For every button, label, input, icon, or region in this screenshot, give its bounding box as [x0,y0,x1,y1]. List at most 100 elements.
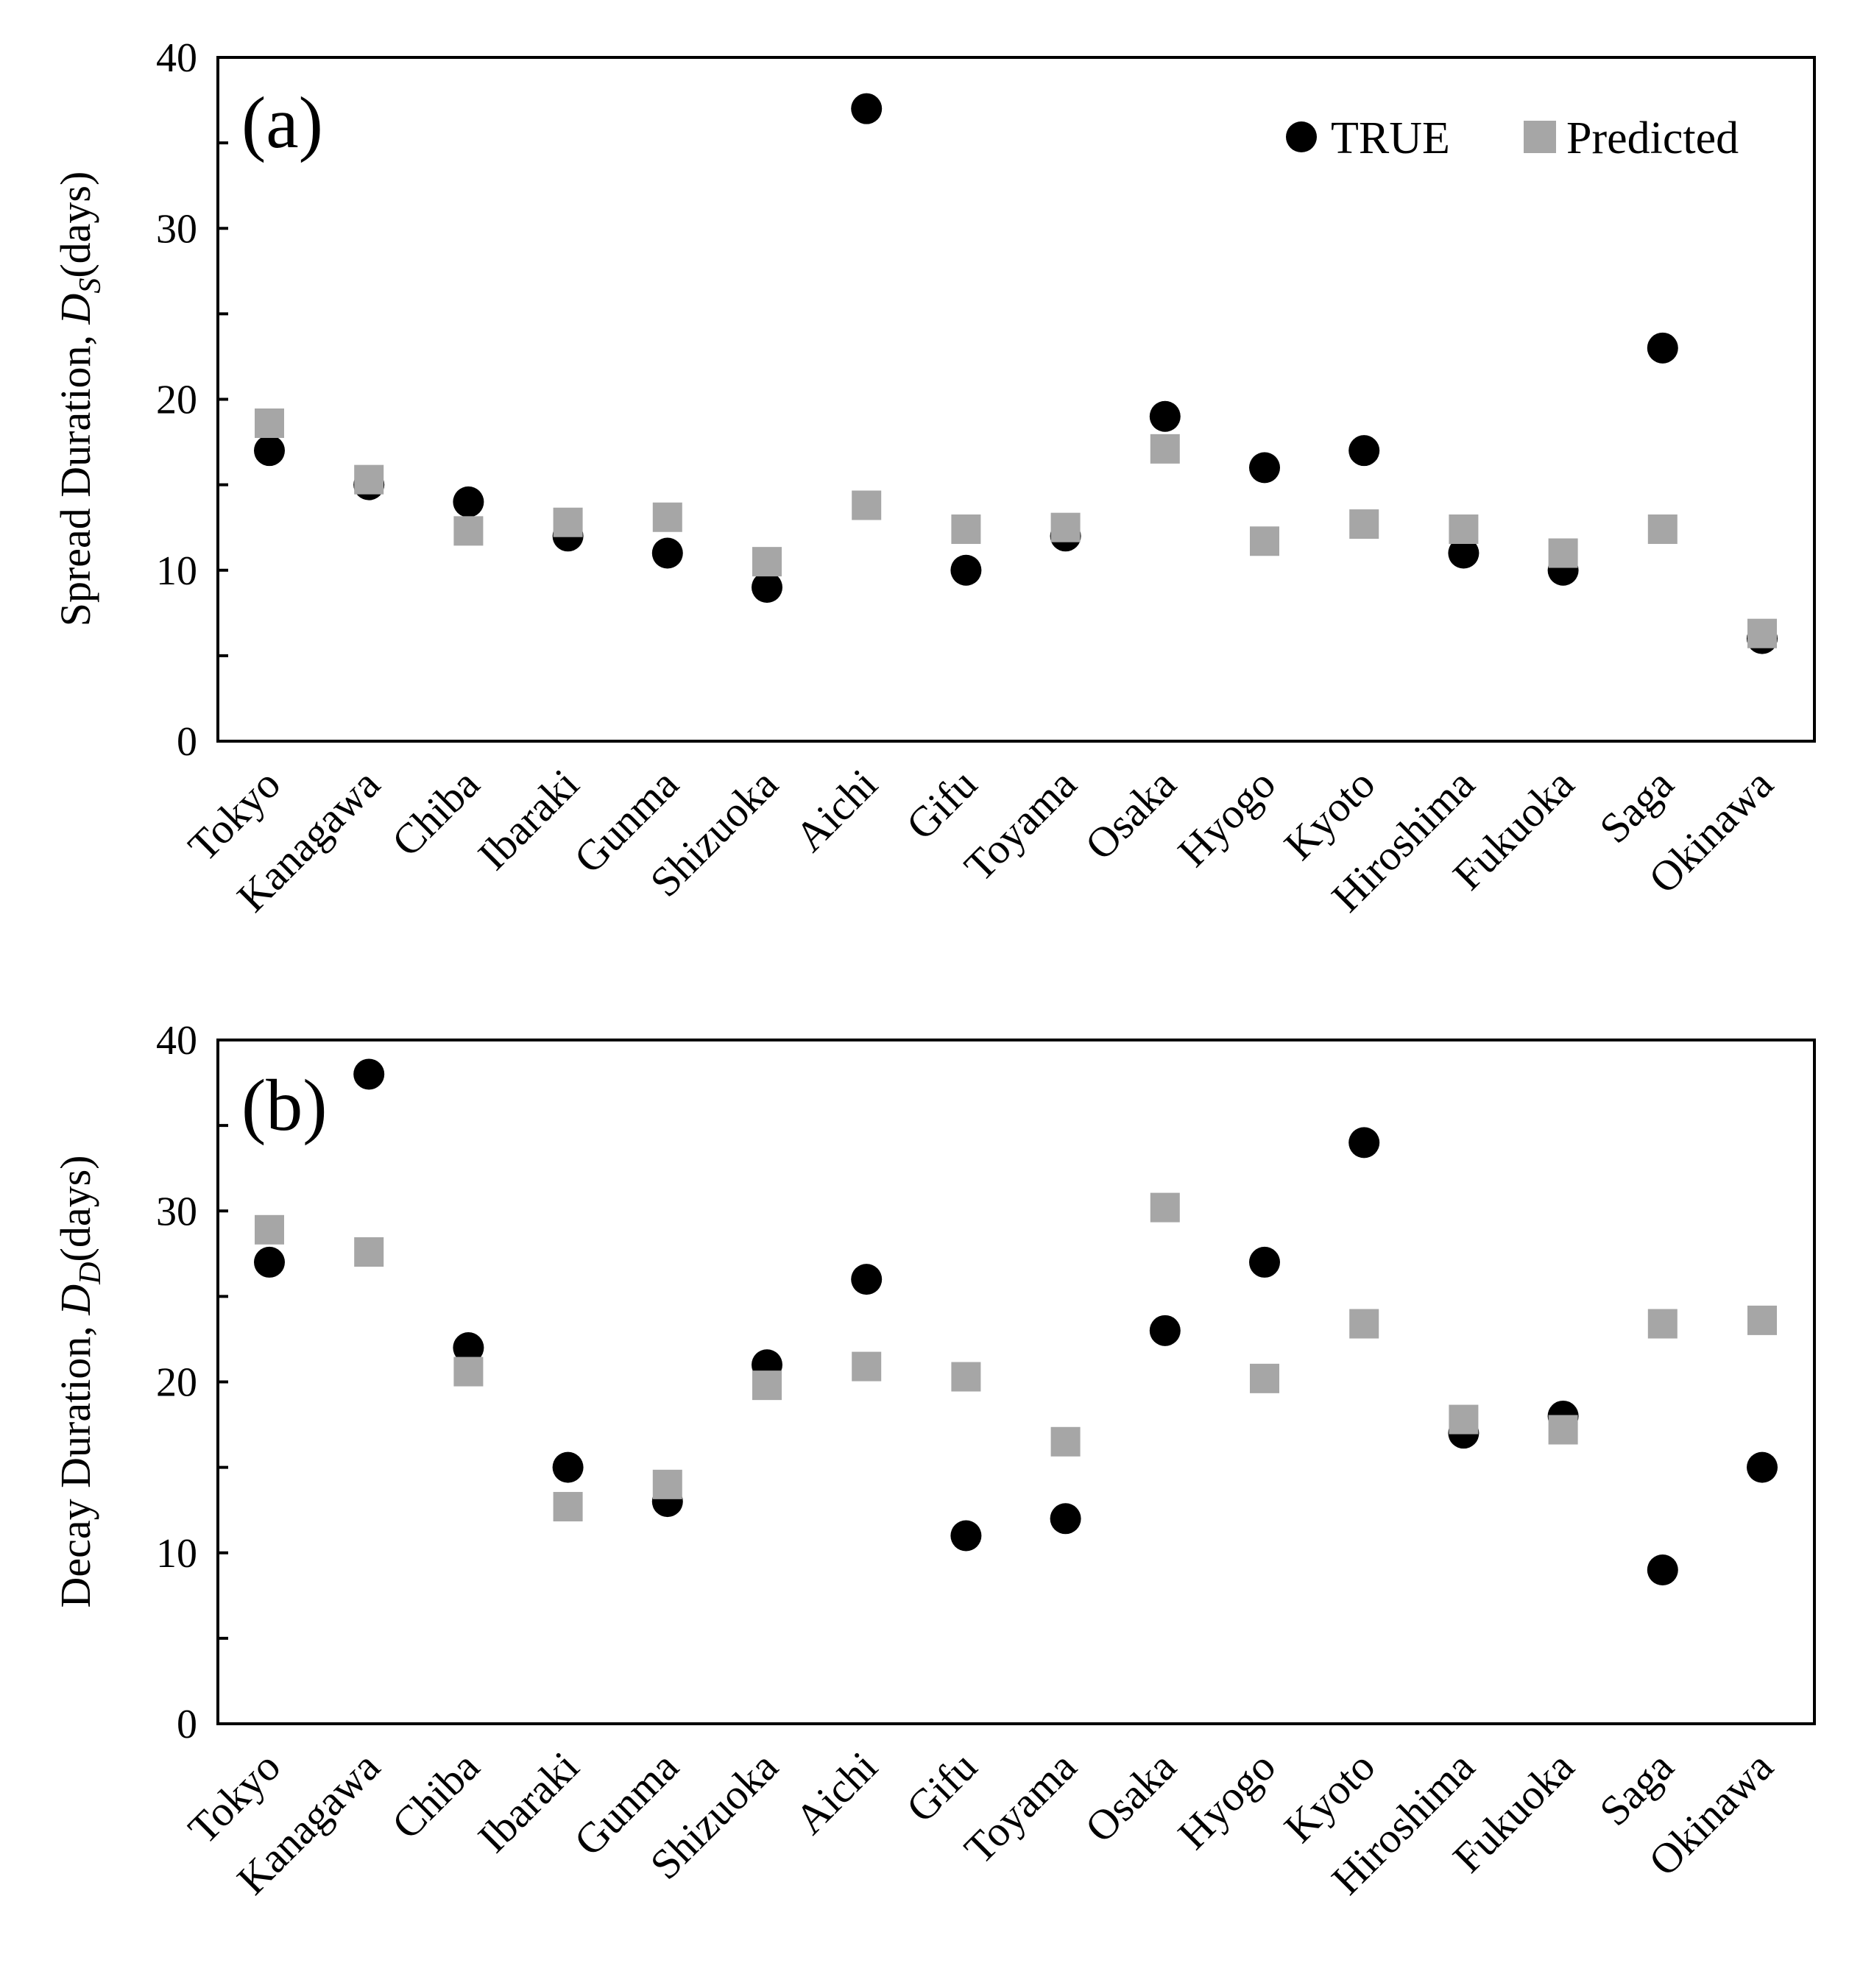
predicted-point [1449,514,1479,545]
predicted-point [553,1492,583,1522]
x-tick-label: Toyama [955,760,1085,890]
predicted-point [752,1370,782,1401]
true-point [950,1520,982,1552]
y-tick-label: 10 [156,1531,197,1577]
data-marks-b [254,1058,1778,1585]
y-tick-label: 30 [156,1189,197,1234]
y-axis-title-a-unit: (days) [52,171,99,278]
predicted-point [652,502,682,532]
predicted-point [453,1356,484,1387]
predicted-point [951,1362,981,1392]
predicted-point [1647,514,1678,545]
predicted-point [1150,434,1180,464]
predicted-point [255,408,284,439]
true-point [1448,537,1480,569]
true-point [752,571,782,603]
y-axis-title-a: Spread Duration, DS(days) [52,171,107,627]
x-tick-label: Gifu [897,1742,986,1831]
x-tick-label: Osaka [1076,1742,1185,1851]
panel-a: 0 10 20 30 40 TokyoKanagawaChibaIbarakiGunma… [52,35,1816,921]
predicted-point [1349,509,1379,540]
y-axis-title-a-subscript: S [74,278,107,294]
y-axis-title-b-symbol: D [52,1284,99,1316]
predicted-point [1250,526,1279,556]
predicted-point [1349,1309,1379,1339]
true-point [1647,332,1678,364]
panel-label-b: (b) [241,1064,328,1146]
predicted-point [255,1214,284,1245]
legend-predicted-marker [1524,121,1556,153]
y-axis-title-a-symbol: D [52,294,99,325]
x-tick-label: Aichi [785,1742,886,1843]
x-tick-label: Ibaraki [469,760,588,879]
predicted-point [1250,1363,1279,1393]
y-tick-label: 40 [156,1018,197,1064]
x-tick-label: Gifu [897,760,986,849]
predicted-point [752,547,782,577]
predicted-point [1747,1305,1777,1335]
legend: TRUE Predicted [1286,113,1739,163]
x-tick-label: Osaka [1076,760,1185,869]
x-tick-label: Hyogo [1169,760,1285,876]
y-ticks-b: 0 10 20 30 40 [156,1018,228,1747]
true-point [254,1246,285,1278]
panel-b: 0 10 20 30 40 TokyoKanagawaChibaIbarakiGunma… [52,1018,1816,1903]
true-point [851,93,883,124]
predicted-point [852,1351,882,1382]
legend-true-marker [1286,121,1317,152]
y-axis-title-a-main: Spread Duration, [52,325,99,627]
y-tick-label: 0 [177,719,197,765]
x-tick-label: Toyama [955,1742,1085,1872]
predicted-point [852,490,882,520]
predicted-point [652,1469,682,1499]
predicted-point [354,464,384,495]
true-point [1348,1127,1380,1159]
x-tick-label: Aichi [785,760,886,860]
predicted-point [1050,512,1081,542]
true-point [851,1264,883,1295]
y-axis-title-b: Decay Duration, DD(days) [52,1156,107,1608]
true-point [1647,1554,1678,1585]
y-tick-label: 20 [156,1360,197,1406]
true-point [254,435,285,467]
y-tick-label: 40 [156,35,197,81]
true-point [1747,1451,1778,1483]
x-tick-labels-b: TokyoKanagawaChibaIbarakiGunmaShizuokaAi… [179,1742,1782,1903]
data-marks-a [254,93,1778,654]
y-axis-title-b-main: Decay Duration, [52,1315,99,1608]
predicted-point [1548,538,1578,568]
predicted-point [1449,1404,1479,1435]
legend-predicted-label: Predicted [1566,113,1739,163]
predicted-point [1647,1309,1678,1339]
predicted-point [1747,618,1777,648]
predicted-point [354,1237,384,1267]
predicted-point [453,516,484,546]
true-point [1249,1246,1280,1278]
y-tick-label: 20 [156,378,197,423]
true-point [453,1332,484,1364]
panel-label-a: (a) [241,82,323,163]
true-point [651,537,683,569]
x-tick-label: Hyogo [1169,1742,1285,1858]
y-ticks-a: 0 10 20 30 40 [156,35,228,765]
predicted-point [1050,1426,1081,1457]
x-tick-label: Ibaraki [469,1742,588,1861]
true-point [1050,1503,1081,1535]
true-point [353,1058,385,1090]
x-tick-labels-a: TokyoKanagawaChibaIbarakiGunmaShizuokaAi… [179,760,1782,921]
predicted-point [1548,1415,1578,1445]
y-axis-title-b-unit: (days) [52,1156,99,1262]
true-point [1348,435,1380,467]
true-point [552,1451,584,1483]
predicted-point [1150,1192,1180,1223]
predicted-point [553,507,583,537]
legend-true-label: TRUE [1331,113,1450,163]
y-tick-label: 30 [156,206,197,252]
y-tick-label: 10 [156,548,197,594]
true-point [453,486,484,517]
true-point [1149,1315,1181,1346]
y-axis-title-b-subscript: D [74,1262,107,1284]
true-point [1149,400,1181,432]
predicted-point [951,514,981,545]
